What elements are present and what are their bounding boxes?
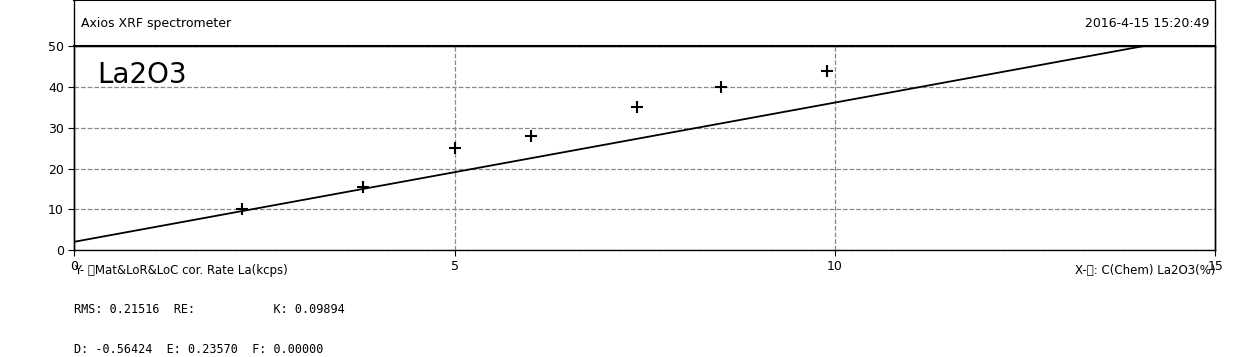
Text: La2O3: La2O3 xyxy=(97,61,187,89)
Text: Y- 轴Mat&LoR&LoC cor. Rate La(kcps): Y- 轴Mat&LoR&LoC cor. Rate La(kcps) xyxy=(74,264,288,277)
Text: X-轴: C(Chem) La2O3(%): X-轴: C(Chem) La2O3(%) xyxy=(1075,264,1215,277)
Text: 2016-4-15 15:20:49: 2016-4-15 15:20:49 xyxy=(1085,17,1209,30)
Text: RMS: 0.21516  RE:           K: 0.09894: RMS: 0.21516 RE: K: 0.09894 xyxy=(74,303,345,316)
Text: Axios XRF spectrometer: Axios XRF spectrometer xyxy=(81,17,231,30)
Text: D: -0.56424  E: 0.23570  F: 0.00000: D: -0.56424 E: 0.23570 F: 0.00000 xyxy=(74,343,324,356)
